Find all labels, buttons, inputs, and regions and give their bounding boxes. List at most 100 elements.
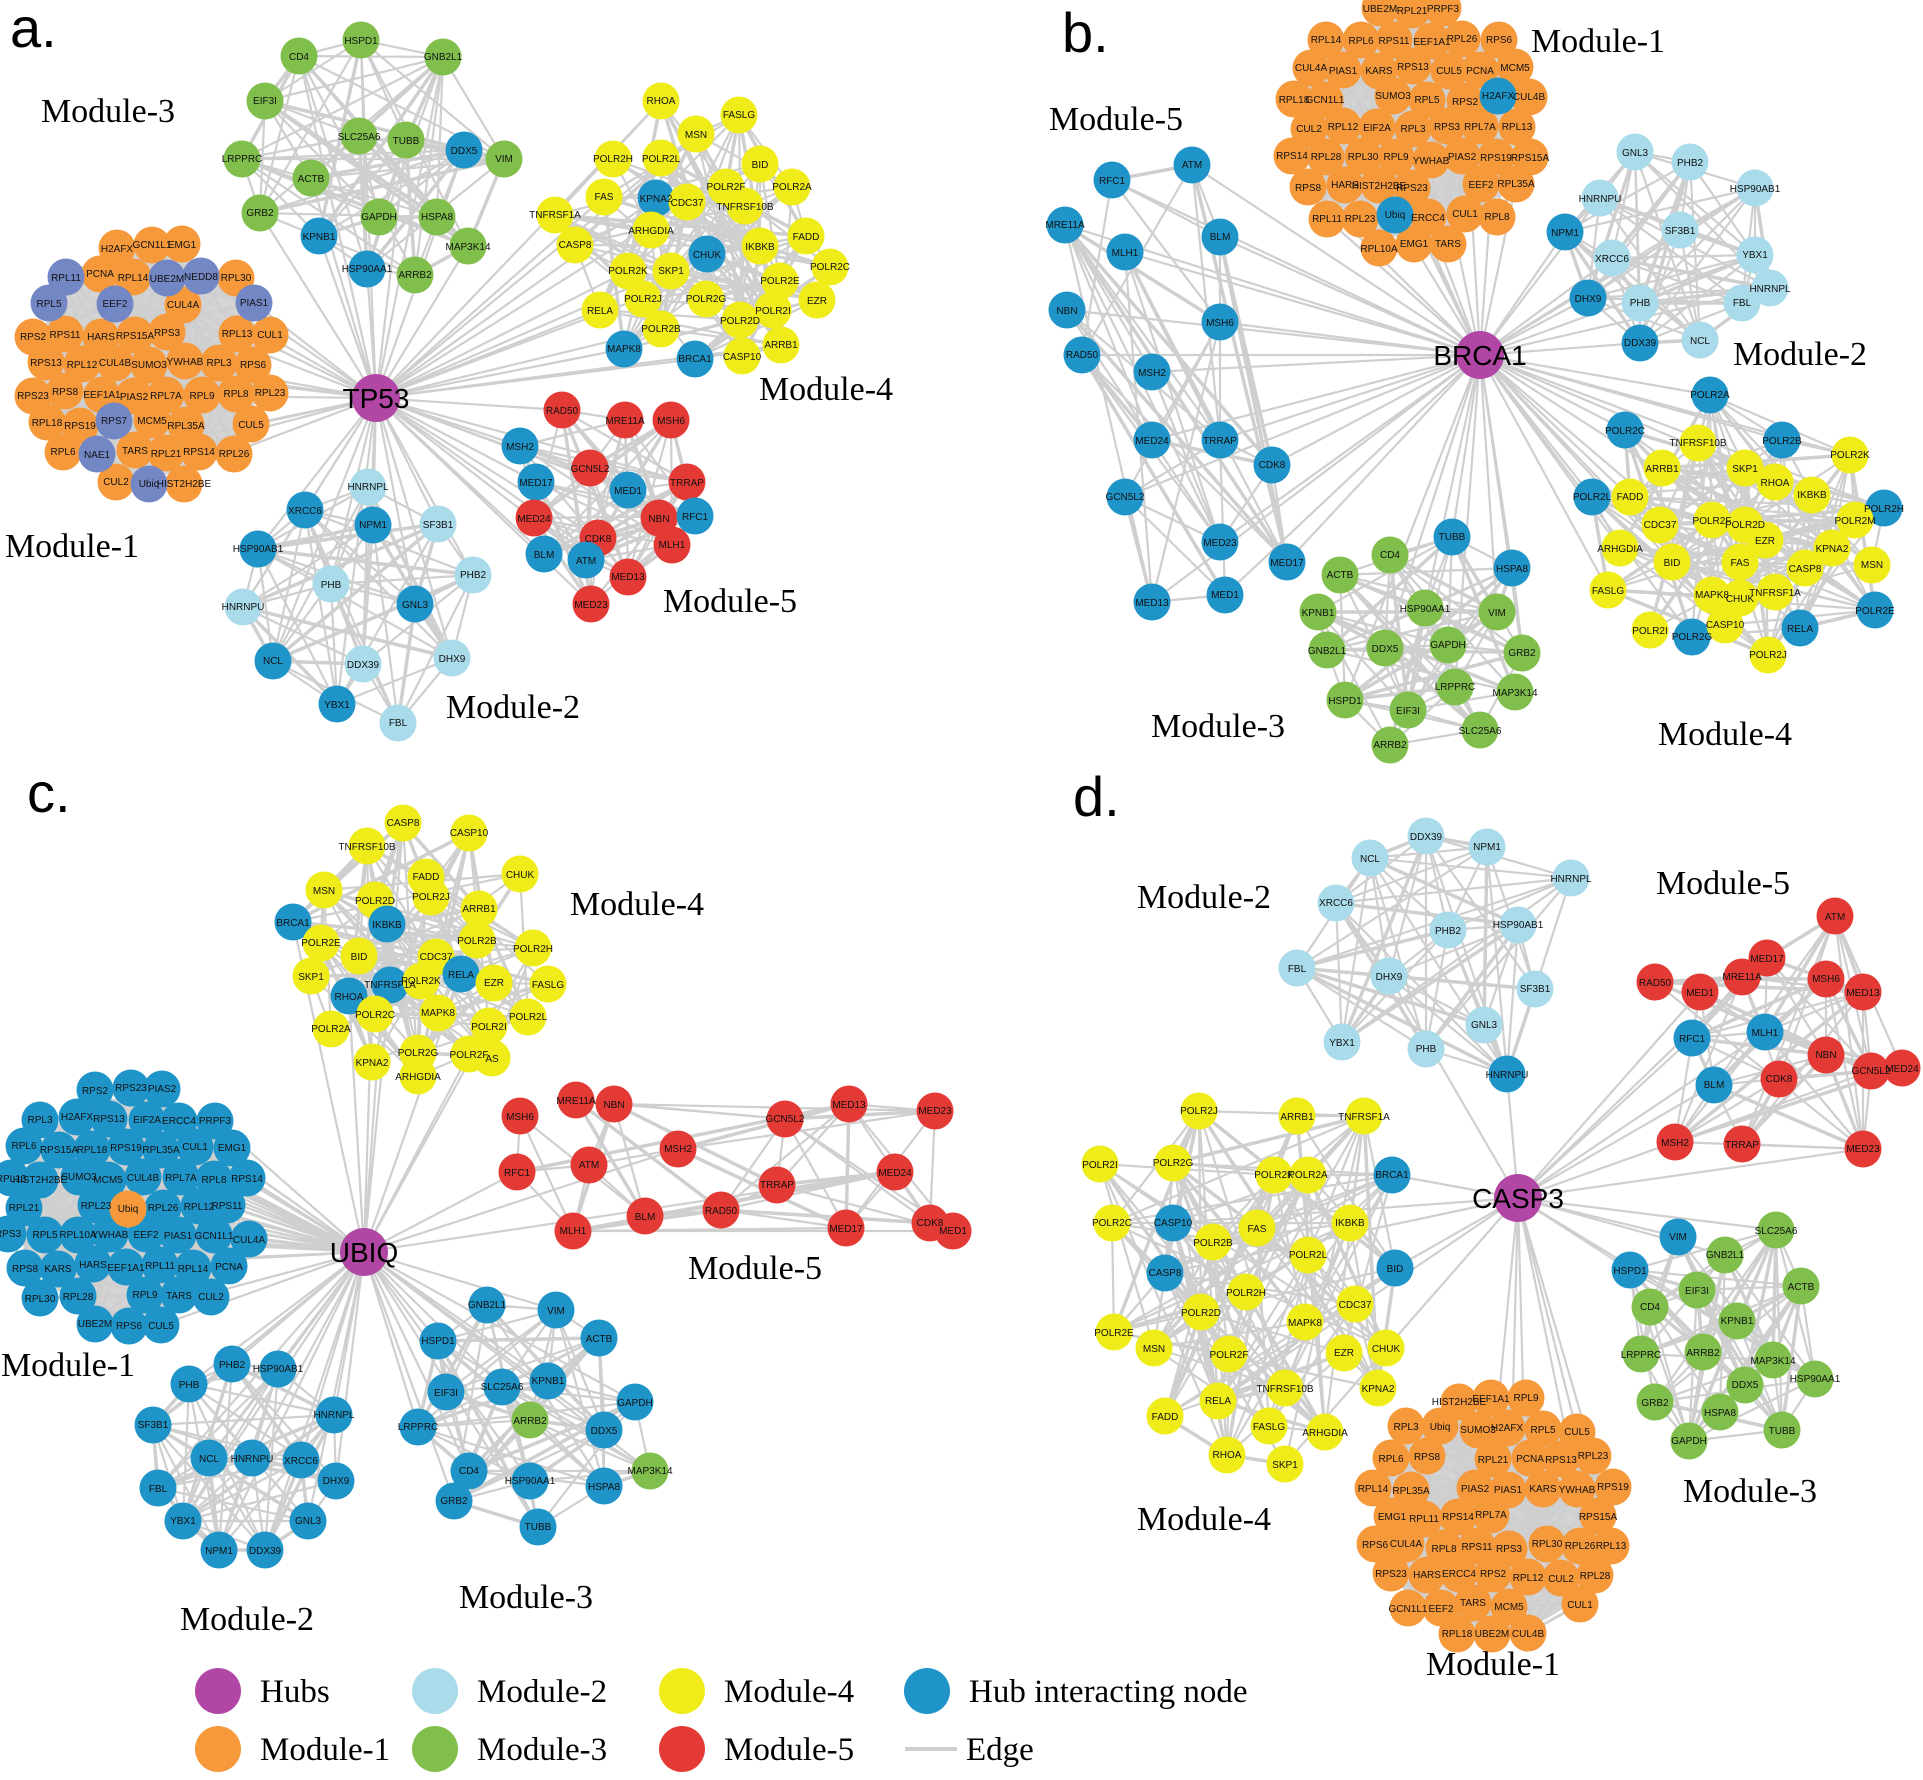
svg-text:HSPA8: HSPA8 [1496, 564, 1528, 575]
svg-text:RHOA: RHOA [335, 992, 364, 1003]
svg-text:TARS: TARS [122, 446, 148, 457]
svg-text:ARHGDIA: ARHGDIA [628, 226, 674, 237]
svg-text:CUL4B: CUL4B [99, 358, 132, 369]
svg-text:EZR: EZR [1334, 1348, 1354, 1359]
svg-text:DHX9: DHX9 [1575, 294, 1602, 305]
svg-text:HARS: HARS [1331, 180, 1359, 191]
svg-text:RPL18: RPL18 [1442, 1629, 1473, 1640]
svg-text:RPL13: RPL13 [1596, 1541, 1627, 1552]
svg-text:NEDD8: NEDD8 [184, 272, 218, 283]
svg-text:HSP90AA1: HSP90AA1 [1790, 1374, 1841, 1385]
svg-text:RPS8: RPS8 [12, 1264, 39, 1275]
svg-text:RPS14: RPS14 [231, 1174, 263, 1185]
svg-text:ARRB1: ARRB1 [1645, 464, 1679, 475]
svg-text:RPL3: RPL3 [1393, 1422, 1418, 1433]
svg-text:KPNB1: KPNB1 [1302, 608, 1335, 619]
svg-text:POLR2G: POLR2G [1672, 632, 1713, 643]
svg-text:RPL30: RPL30 [221, 273, 252, 284]
svg-text:EZR: EZR [1755, 536, 1775, 547]
svg-text:Module-1: Module-1 [5, 528, 139, 565]
svg-text:RAD50: RAD50 [1639, 978, 1672, 989]
svg-text:RPS8: RPS8 [52, 387, 79, 398]
svg-text:FBL: FBL [1733, 298, 1752, 309]
svg-text:EEF1A1: EEF1A1 [83, 390, 121, 401]
svg-text:ATM: ATM [1182, 160, 1202, 171]
svg-text:FASLG: FASLG [723, 110, 755, 121]
svg-text:BRCA1: BRCA1 [1375, 1170, 1409, 1181]
svg-text:NPM1: NPM1 [1551, 228, 1579, 239]
svg-text:Module-5: Module-5 [1049, 101, 1183, 138]
svg-text:MED24: MED24 [878, 1168, 912, 1179]
svg-text:MSH2: MSH2 [664, 1144, 692, 1155]
svg-text:MSH6: MSH6 [506, 1112, 534, 1123]
svg-text:SUMO3: SUMO3 [131, 360, 167, 371]
svg-text:RPL21: RPL21 [1397, 6, 1428, 17]
svg-text:GNB2L1: GNB2L1 [468, 1300, 507, 1311]
svg-text:RPS14: RPS14 [1442, 1512, 1474, 1523]
svg-text:SF3B1: SF3B1 [1665, 226, 1696, 237]
svg-text:RPL18: RPL18 [32, 418, 63, 429]
svg-text:POLR2D: POLR2D [355, 896, 395, 907]
svg-text:EEF2: EEF2 [1428, 1604, 1453, 1615]
svg-text:HSP90AA1: HSP90AA1 [505, 1476, 556, 1487]
svg-text:DDX39: DDX39 [1624, 338, 1657, 349]
svg-text:KPNA2: KPNA2 [1362, 1384, 1395, 1395]
svg-text:Ubiq: Ubiq [1430, 1422, 1451, 1433]
svg-text:SLC25A6: SLC25A6 [1459, 726, 1502, 737]
svg-text:RPL5: RPL5 [36, 299, 61, 310]
svg-text:FAS: FAS [1248, 1224, 1267, 1235]
svg-text:RPL30: RPL30 [1348, 152, 1379, 163]
svg-text:Module-1: Module-1 [1426, 1646, 1560, 1683]
svg-text:RPL26: RPL26 [1565, 1541, 1596, 1552]
svg-text:Module-4: Module-4 [759, 371, 893, 408]
svg-text:MED23: MED23 [1203, 538, 1237, 549]
svg-text:PHB2: PHB2 [1677, 158, 1704, 169]
svg-text:RPS15A: RPS15A [1511, 153, 1550, 164]
svg-text:RPL30: RPL30 [25, 1294, 56, 1305]
svg-text:RPS2: RPS2 [82, 1086, 109, 1097]
svg-text:DDX5: DDX5 [591, 1426, 618, 1437]
svg-text:RPS6: RPS6 [1362, 1540, 1389, 1551]
svg-text:CD4: CD4 [459, 1466, 479, 1477]
svg-text:POLR2F: POLR2F [707, 182, 746, 193]
svg-text:PIAS2: PIAS2 [120, 392, 149, 403]
svg-text:ACTB: ACTB [1327, 570, 1354, 581]
svg-text:RPS7: RPS7 [101, 416, 128, 427]
svg-text:CD4: CD4 [1640, 1302, 1660, 1313]
svg-text:MAPK8: MAPK8 [607, 344, 641, 355]
svg-text:POLR2H: POLR2H [593, 154, 633, 165]
svg-text:POLR2L: POLR2L [1289, 1250, 1328, 1261]
svg-text:MSH2: MSH2 [1138, 368, 1166, 379]
svg-text:RPL11: RPL11 [51, 273, 81, 284]
svg-text:RPL8: RPL8 [1431, 1544, 1456, 1555]
svg-text:ACTB: ACTB [298, 174, 325, 185]
svg-text:POLR2A: POLR2A [311, 1024, 351, 1035]
svg-text:CDK8: CDK8 [1766, 1074, 1793, 1085]
svg-text:EMG1: EMG1 [168, 240, 197, 251]
svg-text:ATM: ATM [1825, 912, 1845, 923]
svg-text:RHOA: RHOA [1761, 478, 1790, 489]
svg-text:MAP3K14: MAP3K14 [1750, 1356, 1795, 1367]
svg-text:GRB2: GRB2 [246, 208, 274, 219]
svg-text:MSH2: MSH2 [1661, 1138, 1689, 1149]
svg-text:HIST2H2BE: HIST2H2BE [13, 1175, 68, 1186]
svg-text:PIAS2: PIAS2 [148, 1084, 177, 1095]
svg-text:XRCC6: XRCC6 [288, 506, 322, 517]
svg-text:TUBB: TUBB [393, 136, 420, 147]
svg-text:GRB2: GRB2 [1508, 648, 1536, 659]
svg-text:KPNB1: KPNB1 [303, 232, 336, 243]
svg-text:MAP3K14: MAP3K14 [445, 242, 490, 253]
svg-text:KPNA2: KPNA2 [640, 194, 673, 205]
svg-text:CASP10: CASP10 [723, 352, 762, 363]
svg-text:CUL1: CUL1 [182, 1142, 208, 1153]
svg-text:TUBB: TUBB [525, 1522, 552, 1533]
svg-text:IKBKB: IKBKB [1797, 490, 1827, 501]
svg-text:ARHGDIA: ARHGDIA [395, 1072, 441, 1083]
svg-text:RAD50: RAD50 [1066, 350, 1099, 361]
svg-text:RPL23: RPL23 [1578, 1451, 1609, 1462]
svg-text:MED17: MED17 [1270, 558, 1304, 569]
svg-text:RPS14: RPS14 [183, 447, 215, 458]
svg-text:MAP3K14: MAP3K14 [1492, 688, 1537, 699]
svg-text:RPL18: RPL18 [1279, 95, 1310, 106]
svg-text:CUL4A: CUL4A [167, 300, 200, 311]
